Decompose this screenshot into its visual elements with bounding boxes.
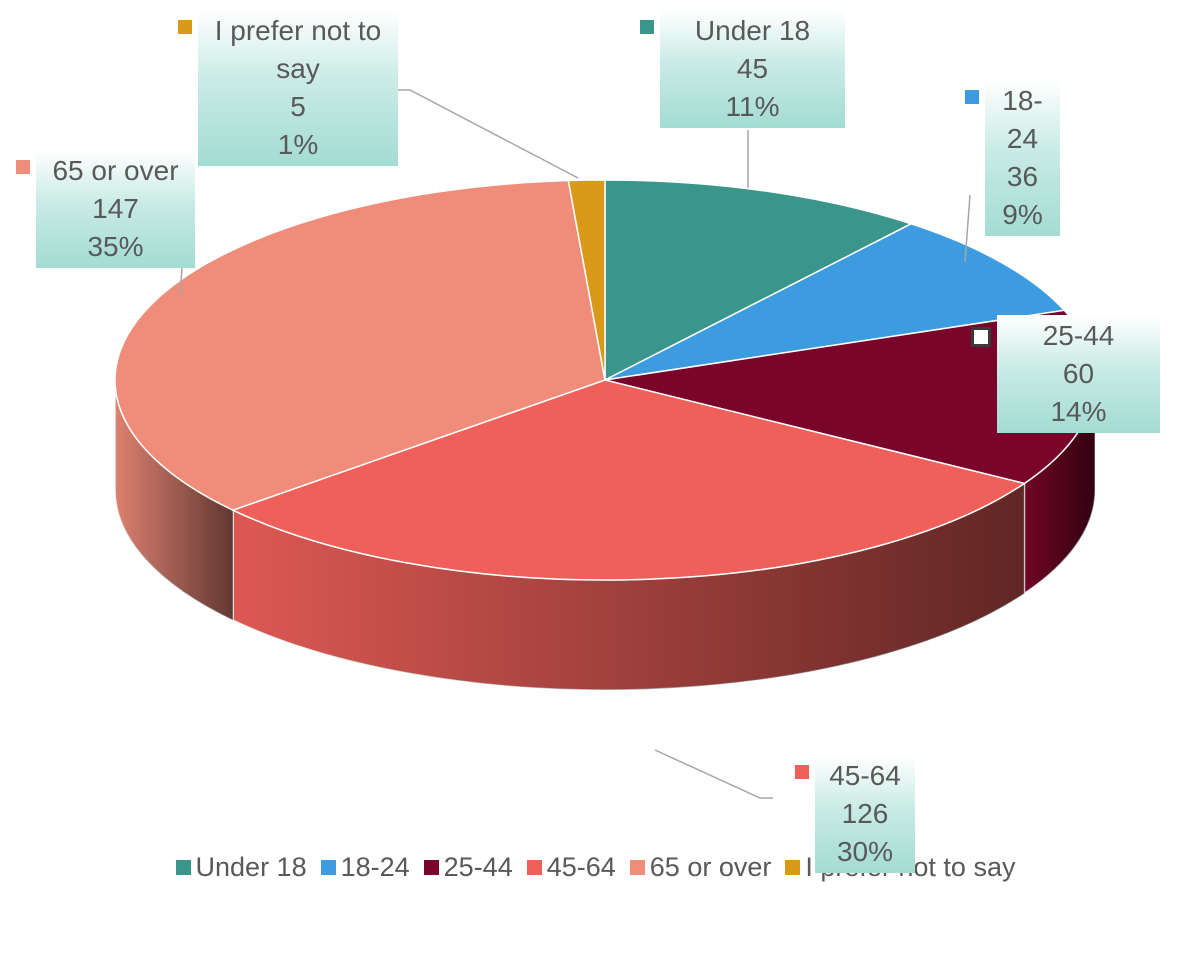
label-percent: 35% xyxy=(87,231,144,262)
label-swatch xyxy=(14,158,32,176)
side-shade xyxy=(115,380,233,621)
data-label: Under 18 45 11% xyxy=(638,10,845,128)
label-percent: 14% xyxy=(1050,396,1107,427)
slice xyxy=(604,223,1066,381)
legend-swatch xyxy=(175,860,191,875)
data-label: 18-24 36 9% xyxy=(963,80,1060,236)
label-swatch xyxy=(971,327,991,347)
leader-line xyxy=(398,89,579,179)
leader-line xyxy=(964,194,971,263)
label-swatch xyxy=(963,88,981,106)
legend-label: 45-64 xyxy=(546,852,616,882)
label-category: Under 18 xyxy=(694,15,811,46)
label-category: 65 or over xyxy=(52,155,179,186)
side-shade xyxy=(232,483,1025,690)
legend-swatch xyxy=(423,860,439,875)
data-label: I prefer not to say 5 1% xyxy=(176,10,398,166)
legend-label: 18-24 xyxy=(340,852,410,882)
legend-item: Under 18 xyxy=(175,852,307,883)
label-percent: 1% xyxy=(277,129,319,160)
slice xyxy=(604,179,914,382)
legend-item: 18-24 xyxy=(320,852,410,883)
legend-swatch xyxy=(629,860,645,875)
data-label: 65 or over 147 35% xyxy=(14,150,195,268)
label-percent: 9% xyxy=(1002,199,1043,230)
label-category: 25-44 xyxy=(1042,320,1115,351)
legend-label: Under 18 xyxy=(195,852,307,882)
leader-line xyxy=(179,267,183,296)
label-category: 18-24 xyxy=(1002,85,1043,154)
legend-item: 25-44 xyxy=(423,852,513,883)
legend-label: 65 or over xyxy=(649,852,772,882)
slice xyxy=(230,379,1027,581)
label-value: 45 xyxy=(736,53,769,84)
label-value: 60 xyxy=(1062,358,1095,389)
data-label: 25-44 60 14% xyxy=(971,315,1160,433)
label-value: 147 xyxy=(92,193,139,224)
label-value: 36 xyxy=(1006,161,1039,192)
legend-swatch xyxy=(785,860,801,875)
label-category: 45-64 xyxy=(829,760,901,791)
label-category: I prefer not to say xyxy=(214,15,382,84)
legend-item: 65 or over xyxy=(629,852,772,883)
data-label: 45-64 126 30% xyxy=(793,755,915,873)
leader-line xyxy=(654,749,773,799)
label-swatch xyxy=(638,18,656,36)
slice xyxy=(114,179,606,511)
legend-label: 25-44 xyxy=(443,852,513,882)
slice xyxy=(567,179,606,381)
label-value: 5 xyxy=(290,91,306,122)
label-percent: 30% xyxy=(836,836,894,867)
label-swatch xyxy=(793,763,811,781)
label-value: 126 xyxy=(841,798,889,829)
legend-swatch xyxy=(526,860,542,875)
label-swatch xyxy=(176,18,194,36)
legend-item: 45-64 xyxy=(526,852,616,883)
legend-swatch xyxy=(320,860,336,875)
label-percent: 11% xyxy=(725,91,780,122)
